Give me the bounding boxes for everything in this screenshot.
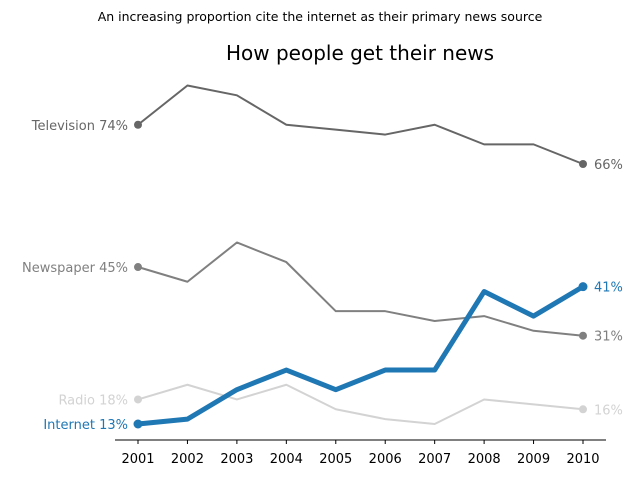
series-end-point: [579, 160, 587, 168]
series-television: Television 74% 66%: [31, 84, 623, 173]
series-start-point: [134, 395, 142, 404]
series-radio: Radio 18% 16%: [58, 383, 623, 425]
series-start-point: [134, 263, 142, 272]
x-tick-label: 2001: [121, 452, 154, 467]
series-start-point: [133, 419, 143, 429]
x-tick-label: 2005: [319, 452, 352, 467]
series-line: [137, 84, 584, 165]
series-end-point: [579, 405, 587, 414]
series-start-point: [134, 120, 142, 129]
series-end-point: [579, 331, 587, 340]
series-end-label: 41%: [594, 281, 623, 296]
x-tick-label: 2002: [171, 452, 204, 467]
series-end-label: 66%: [594, 158, 623, 173]
x-tick-label: 2008: [468, 452, 501, 467]
series-start-label: Television 74%: [31, 119, 128, 134]
series-line: [137, 383, 584, 425]
series-newspaper: Newspaper 45% 31%: [22, 241, 623, 345]
x-tick-label: 2007: [418, 452, 451, 467]
x-tick-label: 2009: [517, 452, 550, 467]
x-tick-label: 2006: [369, 452, 402, 467]
series-line: [135, 284, 586, 427]
x-tick-label: 2003: [220, 452, 253, 467]
series-start-label: Internet 13%: [43, 418, 128, 433]
series-start-label: Radio 18%: [58, 393, 128, 408]
series-end-label: 31%: [594, 330, 623, 345]
series-internet: Internet 13% 41%: [43, 281, 623, 433]
series-lines: Television 74% 66% Newspaper 45% 31% Radio 1…: [22, 84, 623, 433]
series-end-point: [578, 282, 588, 292]
x-tick-label: 2004: [270, 452, 303, 467]
series-start-label: Newspaper 45%: [22, 261, 128, 276]
x-tick-label: 2010: [566, 452, 599, 467]
series-line: [137, 241, 584, 337]
chart-suptitle: An increasing proportion cite the intern…: [98, 9, 543, 24]
chart-title: How people get their news: [226, 41, 494, 65]
x-axis: 2001 2002 2003 2004 2005 2006 2007 2008 2009 2010: [115, 439, 606, 467]
series-end-label: 16%: [594, 403, 623, 418]
